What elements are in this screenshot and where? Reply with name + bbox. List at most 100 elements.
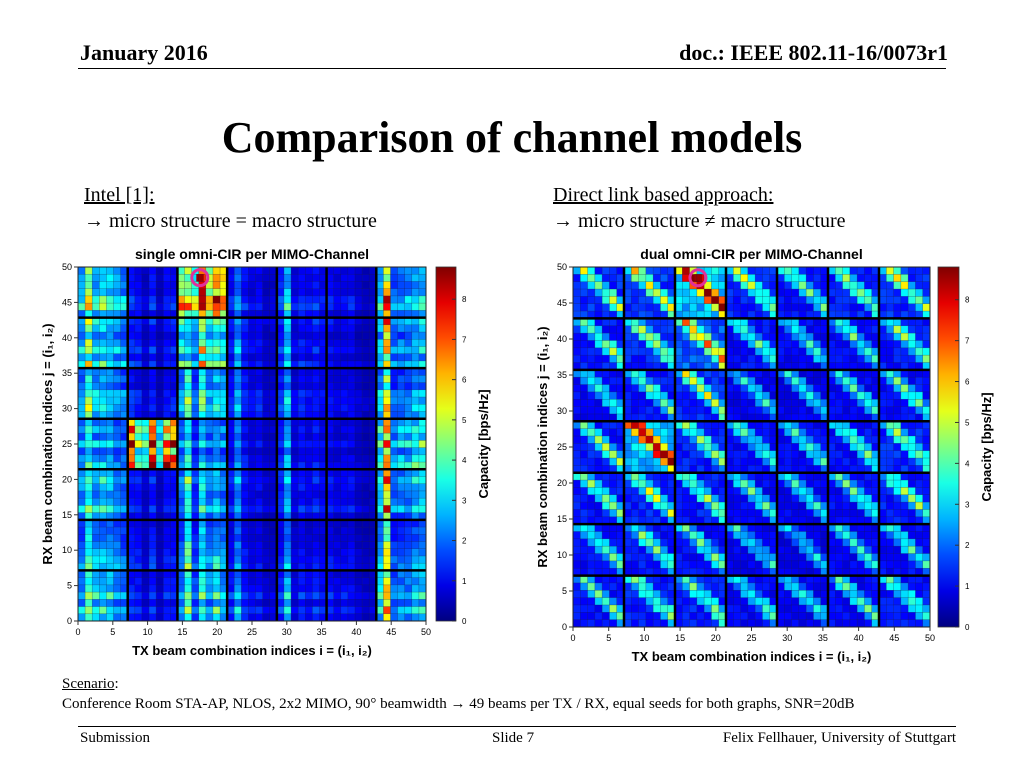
heatmap-cell	[616, 597, 625, 606]
heatmap-cell	[262, 267, 271, 275]
heatmap-cell	[609, 465, 618, 474]
heatmap-cell	[798, 575, 807, 584]
heatmap-cell	[134, 295, 143, 304]
heatmap-cell	[404, 310, 413, 318]
heatmap-cell	[404, 353, 413, 362]
heatmap-cell	[340, 346, 349, 354]
heatmap-cell	[312, 375, 320, 383]
heatmap-cell	[653, 421, 661, 429]
heatmap-cell	[333, 577, 342, 586]
heatmap-cell	[857, 531, 865, 540]
heatmap-cell	[106, 317, 114, 326]
heatmap-cell	[205, 346, 214, 354]
heatmap-cell	[871, 399, 880, 407]
heatmap-cell	[871, 516, 880, 525]
heatmap-cell	[298, 368, 306, 376]
heatmap-cell	[740, 355, 749, 363]
heatmap-cell	[813, 325, 822, 334]
heatmap-cell	[624, 369, 632, 378]
heatmap-cell	[376, 490, 384, 499]
heatmap-cell	[820, 472, 829, 481]
heatmap-cell	[184, 332, 192, 340]
heatmap-cell	[835, 516, 843, 525]
heatmap-cell	[177, 295, 185, 304]
heatmap-cell	[291, 490, 299, 499]
heatmap-cell	[78, 483, 86, 492]
heatmap-cell	[660, 391, 669, 400]
heatmap-cell	[106, 592, 114, 600]
heatmap-cell	[397, 534, 405, 542]
heatmap-cell	[900, 274, 909, 282]
heatmap-cell	[864, 509, 873, 518]
heatmap-cell	[255, 267, 263, 275]
heatmap-cell	[134, 404, 143, 412]
heatmap-cell	[791, 296, 800, 305]
heatmap-cell	[704, 619, 712, 628]
heatmap-cell	[418, 534, 427, 542]
heatmap-cell	[241, 534, 249, 542]
heatmap-cell	[908, 531, 916, 540]
heatmap-cell	[594, 450, 603, 459]
heatmap-cell	[298, 519, 306, 528]
heatmap-cell	[696, 590, 705, 598]
heatmap-cell	[390, 411, 398, 420]
heatmap-cell	[390, 389, 398, 398]
heatmap-cell	[390, 483, 398, 492]
heatmap-cell	[106, 490, 114, 499]
heatmap-cell	[704, 377, 712, 385]
heatmap-cell	[631, 443, 639, 451]
heatmap-cell	[580, 546, 588, 554]
heatmap-cell	[704, 289, 712, 297]
heatmap-cell	[262, 339, 271, 347]
heatmap-cell	[908, 443, 916, 451]
heatmap-cell	[298, 447, 306, 456]
heatmap-cell	[106, 541, 114, 550]
heatmap-cell	[704, 553, 712, 562]
heatmap-cell	[602, 340, 610, 349]
heatmap-cell	[667, 538, 676, 547]
heatmap-cell	[404, 433, 413, 441]
heatmap-cell	[170, 418, 178, 427]
heatmap-cell	[631, 502, 639, 510]
heatmap-cell	[177, 389, 185, 398]
heatmap-cell	[163, 462, 171, 470]
heatmap-cell	[616, 296, 625, 305]
heatmap-cell	[106, 382, 114, 391]
heatmap-cell	[791, 450, 800, 459]
heatmap-cell	[711, 347, 720, 356]
heatmap-cell	[113, 505, 121, 513]
heatmap-cell	[624, 516, 632, 525]
heatmap-cell	[113, 462, 121, 470]
heatmap-cell	[638, 612, 647, 620]
heatmap-cell	[241, 606, 249, 615]
heatmap-cell	[269, 411, 278, 420]
heatmap-cell	[156, 519, 164, 528]
heatmap-cell	[747, 480, 756, 488]
heatmap-cell	[747, 399, 756, 407]
heatmap-cell	[276, 360, 285, 369]
heatmap-cell	[390, 440, 398, 448]
heatmap-cell	[326, 281, 334, 289]
heatmap-cell	[820, 267, 829, 275]
heatmap-cell	[864, 267, 873, 275]
heatmap-cell	[376, 498, 384, 506]
heatmap-cell	[762, 406, 771, 415]
x-tick-label: 35	[317, 627, 327, 637]
heatmap-cell	[347, 577, 356, 586]
heatmap-cell	[624, 502, 632, 510]
heatmap-cell	[383, 577, 391, 586]
heatmap-cell	[390, 548, 398, 557]
heatmap-cell	[85, 433, 93, 441]
heatmap-cell	[305, 288, 313, 297]
heatmap-cell	[390, 476, 398, 485]
heatmap-cell	[113, 541, 121, 550]
heatmap-cell	[418, 454, 427, 463]
heatmap-cell	[149, 339, 157, 347]
heatmap-cell	[631, 428, 639, 437]
heatmap-cell	[333, 418, 342, 427]
heatmap-cell	[390, 613, 398, 622]
heatmap-cell	[376, 440, 384, 448]
heatmap-cell	[333, 541, 342, 550]
heatmap-cell	[362, 360, 370, 369]
heatmap-cell	[212, 592, 221, 600]
